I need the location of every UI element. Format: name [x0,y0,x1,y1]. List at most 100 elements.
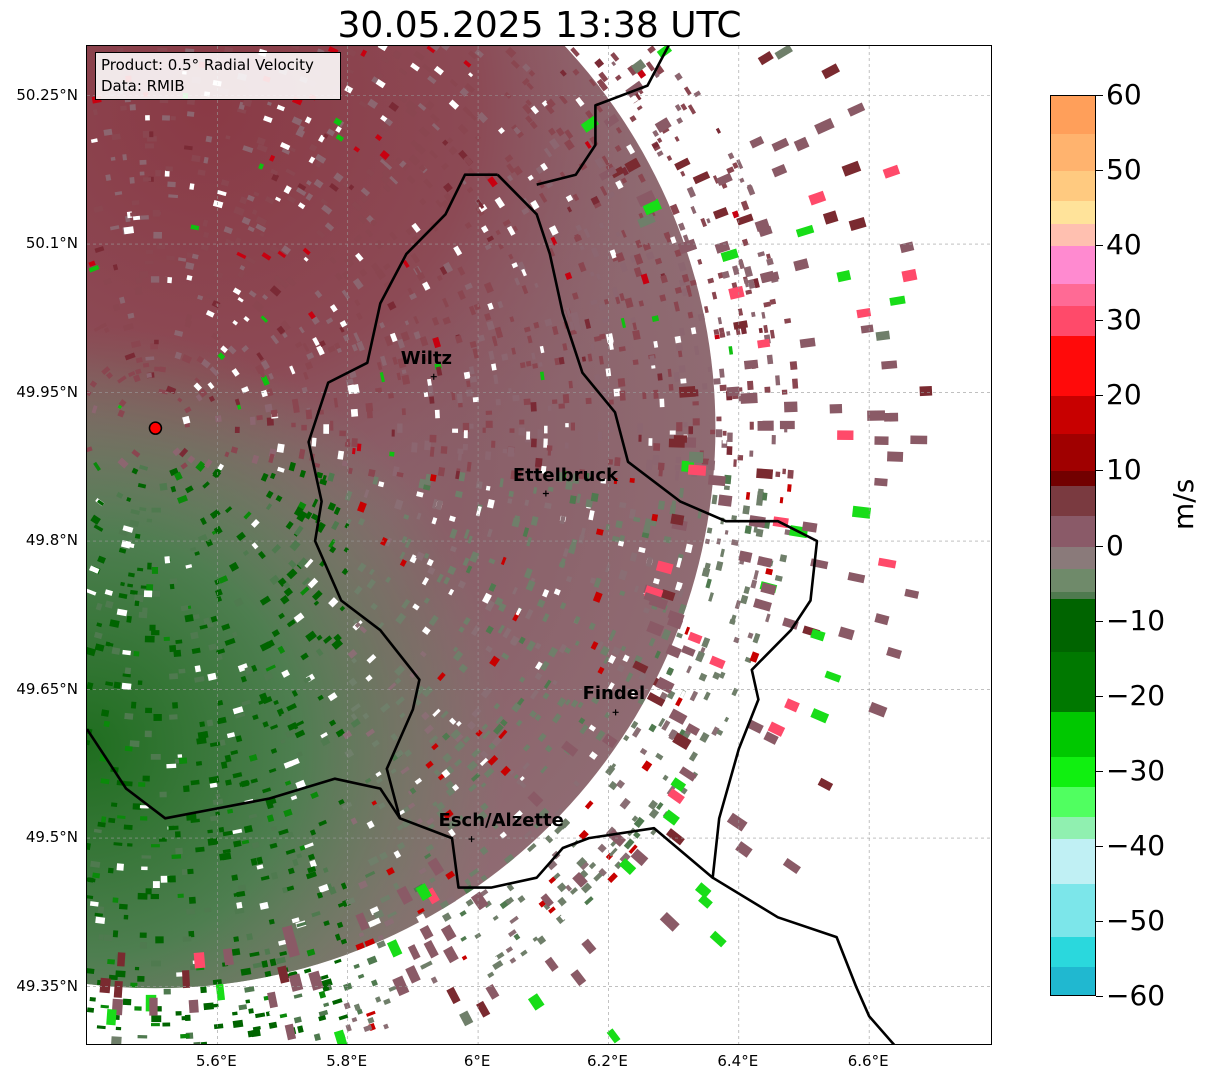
radar-gate [421,576,430,586]
radar-gate [786,375,794,384]
radar-gate [177,893,184,898]
radar-gate [218,575,229,584]
radar-gate [249,416,256,426]
radar-gate [463,616,471,626]
radar-gate [134,533,141,539]
radar-gate [686,186,696,198]
radar-gate [188,999,199,1013]
city-marker [542,490,549,497]
radar-gate [151,566,159,574]
radar-gate [279,280,289,289]
radar-gate [564,647,572,654]
radar-gate [673,371,680,382]
radar-gate [466,760,478,772]
radar-gate [200,1041,208,1044]
radar-gate [93,205,104,214]
radar-gate [129,177,135,184]
radar-gate [424,853,432,860]
radar-gate [726,331,731,336]
radar-gate [574,233,581,241]
radar-gate [344,748,355,759]
radar-gate [334,272,343,281]
radar-map[interactable] [86,45,992,1045]
radar-gate [707,277,715,284]
radar-gate [555,914,566,925]
radar-gate [307,577,319,589]
radar-gate [165,166,173,172]
radar-gate [526,536,532,547]
radar-gate [94,912,103,917]
radar-gate [399,551,406,560]
radar-gate [529,689,539,700]
radar-gate [209,509,221,520]
radar-gate [145,707,153,714]
radar-gate [507,498,513,504]
radar-gate [423,391,429,398]
radar-gate [512,586,518,595]
radar-gate [264,970,272,978]
radar-gate [580,861,589,871]
radar-gate [137,975,145,982]
radar-gate [124,712,134,720]
radar-gate [449,972,458,981]
radar-gate [657,500,666,510]
radar-gate [311,910,321,918]
radar-gate [177,754,183,758]
german-border [536,46,670,186]
radar-gate [527,791,544,807]
radar-gate [469,551,480,563]
radar-gate [352,277,364,290]
radar-gate [480,225,489,234]
radar-gate [165,385,177,395]
radar-gate [158,837,167,842]
radar-gate [234,426,240,434]
radar-gate [394,677,402,685]
radar-gate [694,345,700,356]
radar-gate [774,574,783,582]
radar-gate [405,100,418,112]
radar-gate [96,1025,106,1030]
radar-gate [124,745,133,752]
radar-gate [591,697,600,705]
radar-gate [246,933,253,941]
radar-gate [103,720,110,728]
radar-gate [505,946,514,954]
radar-gate [227,345,237,355]
radar-gate [765,253,771,260]
radar-gate [745,491,751,500]
radar-gate [116,863,124,871]
radar-gate [642,392,647,400]
radar-gate [388,985,398,992]
radar-gate [455,470,460,480]
radar-gate [364,777,372,784]
radar-gate [449,545,457,553]
radar-gate [243,511,252,520]
radar-gate [392,356,398,365]
radar-gate [601,733,618,749]
radar-gate [118,529,128,537]
radar-gate [708,592,714,602]
radar-gate [698,672,708,682]
radar-gate [738,550,753,563]
radar-gate [653,443,661,451]
radar-gate [268,767,277,774]
radar-gate [211,332,221,342]
radar-gate [674,464,682,471]
radar-gate [462,106,473,117]
radar-gate [150,893,159,900]
radar-gate [739,177,745,183]
radar-gate [242,145,254,154]
radar-gate [396,885,414,905]
radar-gate [215,811,221,816]
radar-gate [523,398,531,406]
radar-gate [678,588,685,598]
radar-gate [339,326,345,333]
radar-gate [675,344,684,352]
radar-gate [174,351,182,360]
radar-gate [726,812,748,832]
radar-gate [345,1024,352,1032]
radar-gate [692,171,711,185]
radar-gate [674,249,682,258]
radar-gate [281,925,296,944]
radar-gate [447,565,457,576]
